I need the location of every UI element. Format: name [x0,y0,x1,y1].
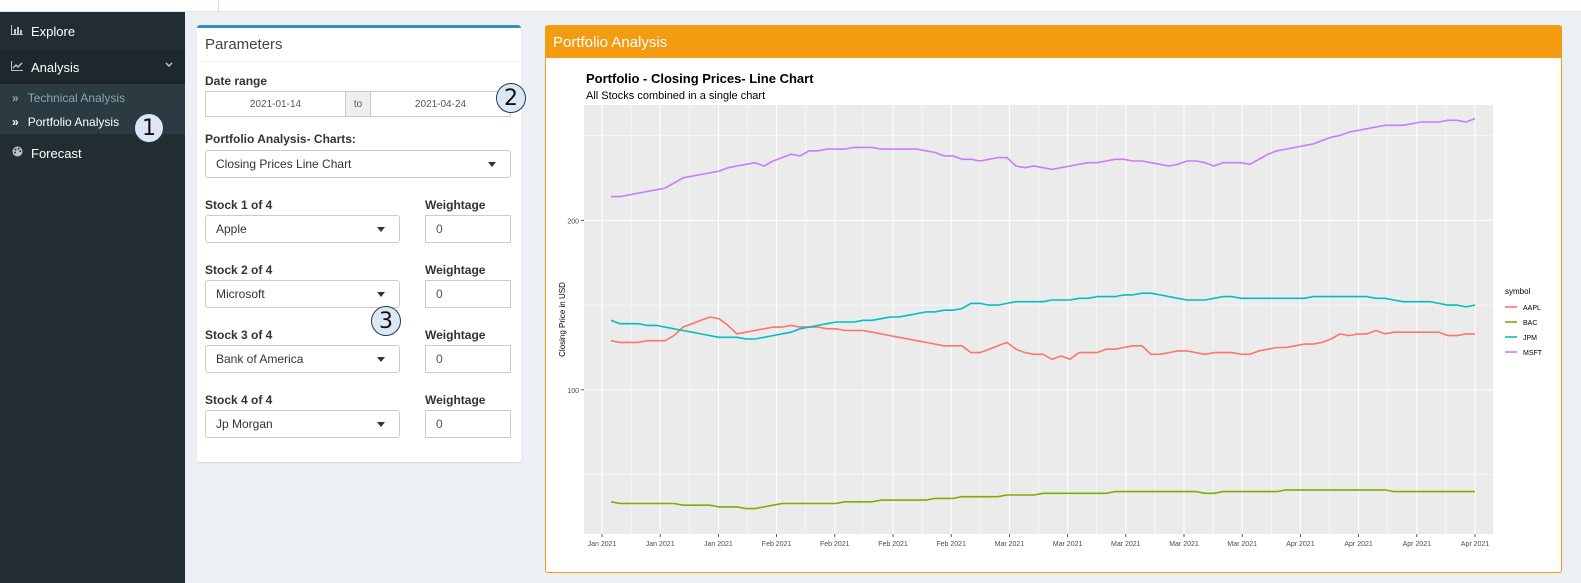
y-axis-label: Closing Price in USD [558,282,567,357]
chart-title: Portfolio - Closing Prices- Line Chart [586,71,814,86]
legend-label-bac: BAC [1523,320,1537,327]
x-tick-label: Mar 2021 [1053,541,1083,548]
date-range-label: Date range [205,74,268,88]
sidebar: Explore Analysis » Technical Analysis » … [0,12,185,583]
legend-label-jpm: JPM [1523,335,1537,342]
weightage-2-label: Weightage [425,263,486,277]
x-tick-label: Mar 2021 [1169,541,1199,548]
stock-2-label: Stock 2 of 4 [205,263,273,277]
x-tick-label: Feb 2021 [762,541,792,548]
parameters-title: Parameters [205,36,283,53]
sidebar-item-forecast-label: Forecast [31,145,82,161]
sidebar-item-analysis[interactable]: Analysis [0,50,185,84]
axes: 100 200 Jan 2021 Jan 2021 Jan 2021 Feb 2021 Fe… [567,218,1489,548]
series-line-aapl [610,316,1475,361]
stock-3-select[interactable]: Bank of America [205,345,400,373]
callout-marker-3: 3 [371,306,401,336]
sidebar-item-explore[interactable]: Explore [0,14,185,48]
date-end-input[interactable]: 2021-04-24 [370,91,511,117]
palette-icon [10,146,24,160]
x-tick-label: Mar 2021 [995,541,1025,548]
x-tick-label: Feb 2021 [820,541,850,548]
stock-4-value: Jp Morgan [216,417,273,431]
stock-1-value: Apple [216,222,247,236]
sidebar-item-portfolio-label: Portfolio Analysis [27,115,120,129]
top-bar-divider [218,0,219,12]
sidebar-item-analysis-label: Analysis [31,59,80,75]
double-chevron-right-icon: » [12,115,19,129]
caret-down-icon [377,292,385,297]
caret-down-icon [377,357,385,362]
caret-down-icon [488,162,496,167]
stock-1-label: Stock 1 of 4 [205,198,273,212]
stock-1-select[interactable]: Apple [205,215,400,243]
legend-label-aapl: AAPL [1523,305,1541,312]
x-tick-label: Mar 2021 [1227,541,1257,548]
date-range-separator: to [346,91,370,117]
caret-down-icon [377,227,385,232]
weightage-4-input[interactable]: 0 [425,410,511,438]
series-line-jpm [610,292,1476,340]
stock-2-select[interactable]: Microsoft [205,280,400,308]
double-chevron-right-icon: » [12,91,19,105]
legend: symbol AAPL BAC JPM MSFT [1505,287,1543,357]
date-start-input[interactable]: 2021-01-14 [205,91,346,117]
chart-type-select[interactable]: Closing Prices Line Chart [205,150,511,178]
charts-label: Portfolio Analysis- Charts: [205,132,356,146]
y-tick-label: 100 [567,388,579,395]
sidebar-item-explore-label: Explore [31,23,76,39]
stock-4-select[interactable]: Jp Morgan [205,410,400,438]
x-tick-label: Apr 2021 [1344,541,1373,548]
parameters-panel: Parameters Date range 2021-01-14 to 2021… [197,25,521,462]
stock-4-label: Stock 4 of 4 [205,393,273,407]
weightage-1-label: Weightage [425,198,486,212]
bar-chart-icon [10,24,24,38]
sidebar-item-technical-analysis[interactable]: » Technical Analysis [0,86,185,110]
stock-2-value: Microsoft [216,287,265,301]
series-line-msft [611,117,1476,198]
legend-label-msft: MSFT [1523,350,1543,357]
sidebar-item-forecast[interactable]: Forecast [0,136,185,170]
callout-marker-1: 1 [134,113,164,143]
portfolio-analysis-header: Portfolio Analysis [546,26,1561,58]
line-chart-icon [10,60,24,74]
x-tick-label: Apr 2021 [1403,541,1432,548]
series-lines [610,117,1476,510]
legend-title: symbol [1505,287,1531,296]
weightage-3-input[interactable]: 0 [425,345,511,373]
series-line-bac [610,489,1475,510]
caret-down-icon [377,422,385,427]
x-tick-label: Jan 2021 [646,541,675,548]
weightage-4-label: Weightage [425,393,486,407]
parameters-divider [197,61,521,62]
x-tick-label: Feb 2021 [936,541,966,548]
x-tick-label: Feb 2021 [878,541,908,548]
chevron-down-icon [165,60,173,71]
x-tick-label: Apr 2021 [1461,541,1490,548]
x-tick-label: Mar 2021 [1111,541,1141,548]
x-tick-label: Apr 2021 [1286,541,1315,548]
stock-3-value: Bank of America [216,352,304,366]
chart-subtitle: All Stocks combined in a single chart [586,90,765,102]
callout-marker-2: 2 [496,83,526,113]
chart-type-value: Closing Prices Line Chart [216,157,352,171]
weightage-2-input[interactable]: 0 [425,280,511,308]
stock-3-label: Stock 3 of 4 [205,328,273,342]
x-tick-label: Jan 2021 [588,541,617,548]
y-tick-label: 200 [567,218,579,225]
sidebar-item-technical-label: Technical Analysis [27,91,126,105]
x-tick-label: Jan 2021 [704,541,733,548]
weightage-3-label: Weightage [425,328,486,342]
top-bar [0,0,1581,12]
weightage-1-input[interactable]: 0 [425,215,511,243]
closing-prices-chart: Portfolio - Closing Prices- Line Chart A… [558,71,1543,548]
